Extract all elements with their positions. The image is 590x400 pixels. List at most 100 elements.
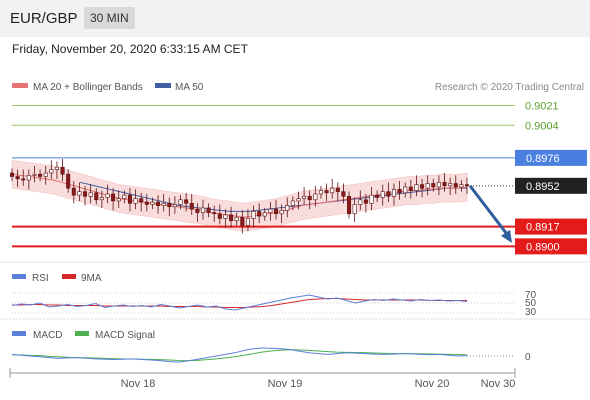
rsi-tick-70: 70 — [525, 290, 537, 301]
candle-body — [172, 204, 177, 208]
pivot-level-tag — [515, 149, 587, 166]
x-tick-nov20: Nov 20 — [415, 378, 450, 390]
rsi-panel — [11, 292, 515, 314]
candle-body — [408, 186, 413, 191]
candle-body — [240, 216, 245, 226]
candle-body — [184, 199, 189, 204]
candle-body — [9, 172, 15, 177]
rsi-ma-legend-swatch — [62, 274, 76, 279]
candle-body — [358, 199, 363, 205]
support-level-tag — [515, 238, 587, 255]
candle-body — [26, 175, 31, 181]
candle-body — [448, 183, 453, 187]
candle-body — [88, 192, 93, 197]
candle-body — [15, 176, 20, 180]
candle-body — [363, 199, 368, 204]
candle-body — [133, 198, 138, 204]
candle-body — [38, 173, 43, 177]
candle-body — [397, 189, 402, 194]
ma50-legend-label: MA 50 — [175, 82, 204, 93]
pivot-level-label: 0.8976 — [526, 153, 560, 165]
candle-body — [414, 184, 419, 191]
candle-body — [105, 193, 110, 198]
ma20-legend-swatch — [12, 83, 28, 88]
candle-body — [453, 183, 458, 188]
candle-body — [313, 193, 318, 201]
support-level-label: 0.8917 — [526, 222, 560, 234]
candle-body — [436, 182, 441, 188]
candle-body — [161, 202, 166, 206]
candle-body — [459, 184, 464, 188]
candle-body — [150, 201, 155, 205]
candle-body — [347, 195, 352, 215]
candle-body — [60, 166, 65, 175]
candle-body — [268, 208, 273, 213]
bollinger-band — [11, 159, 468, 232]
macd-line — [11, 347, 468, 363]
candle-body — [369, 194, 374, 204]
candle-body — [262, 212, 267, 217]
candle-body — [21, 178, 26, 181]
candle-body — [279, 209, 284, 215]
rsi-tick-30: 30 — [525, 307, 537, 318]
x-tick-nov19: Nov 19 — [268, 378, 303, 390]
timestamp: Friday, November 20, 2020 6:33:15 AM CET — [12, 42, 248, 56]
candle-body — [116, 198, 121, 202]
candle-body — [77, 191, 82, 196]
ma50-line — [79, 181, 467, 212]
candle-body — [94, 192, 99, 201]
candle-body — [206, 207, 211, 213]
candle-body — [111, 193, 116, 202]
rsi-ma-legend-label: 9MA — [81, 273, 102, 284]
candle-body — [127, 194, 132, 204]
candle-body — [391, 189, 396, 197]
candle-body — [43, 172, 48, 177]
forecast-arrow-shaft — [468, 184, 511, 238]
support-level-tag-notch — [515, 238, 521, 255]
macd-signal-legend-swatch — [75, 331, 89, 336]
macd-signal-legend-label: MACD Signal — [95, 330, 155, 341]
candle-body — [54, 166, 59, 170]
header-bar: EUR/GBP 30 MIN — [0, 0, 590, 37]
candle-body — [330, 187, 335, 194]
candle-body — [375, 194, 380, 198]
ma20-legend-label: MA 20 + Bollinger Bands — [33, 82, 143, 93]
candle-body — [324, 190, 329, 194]
candle-body — [420, 184, 425, 189]
candle-body — [442, 182, 447, 187]
support-level-tag-notch — [515, 218, 521, 235]
candle-body — [290, 200, 295, 206]
resistance-level-label: 0.9021 — [525, 100, 559, 112]
candle-body — [425, 183, 430, 189]
rsi-line — [11, 294, 468, 311]
timeframe-button[interactable]: 30 MIN — [84, 7, 135, 29]
resistance-level-label: 0.9004 — [525, 120, 559, 132]
candle-body — [156, 201, 161, 206]
candle-body — [71, 187, 76, 196]
research-credit: Research © 2020 Trading Central — [435, 82, 584, 93]
macd-tick-0: 0 — [525, 352, 531, 363]
candle-body — [431, 183, 436, 188]
candle-body — [83, 191, 88, 197]
candle-body — [212, 212, 217, 215]
last-level-label: 0.8952 — [526, 181, 560, 193]
candle-body — [285, 205, 290, 211]
candle-body — [189, 202, 194, 210]
forecast-arrow-head — [501, 229, 512, 243]
candle-body — [229, 214, 234, 222]
candle-body — [302, 195, 307, 199]
candle-body — [257, 211, 262, 217]
ma50-legend-swatch — [155, 83, 171, 88]
candle-body — [144, 201, 149, 205]
candle-body — [380, 191, 385, 198]
candle-body — [335, 187, 340, 192]
candle-body — [139, 198, 144, 203]
candle-body — [234, 216, 239, 222]
rsi-legend-label: RSI — [32, 273, 49, 284]
candle-body — [200, 207, 206, 213]
last-level-tag — [515, 177, 587, 194]
candle-body — [217, 213, 222, 219]
currency-pair-title: EUR/GBP — [10, 10, 78, 27]
macd-legend-label: MACD — [33, 330, 62, 341]
macd-legend-swatch — [12, 331, 26, 336]
